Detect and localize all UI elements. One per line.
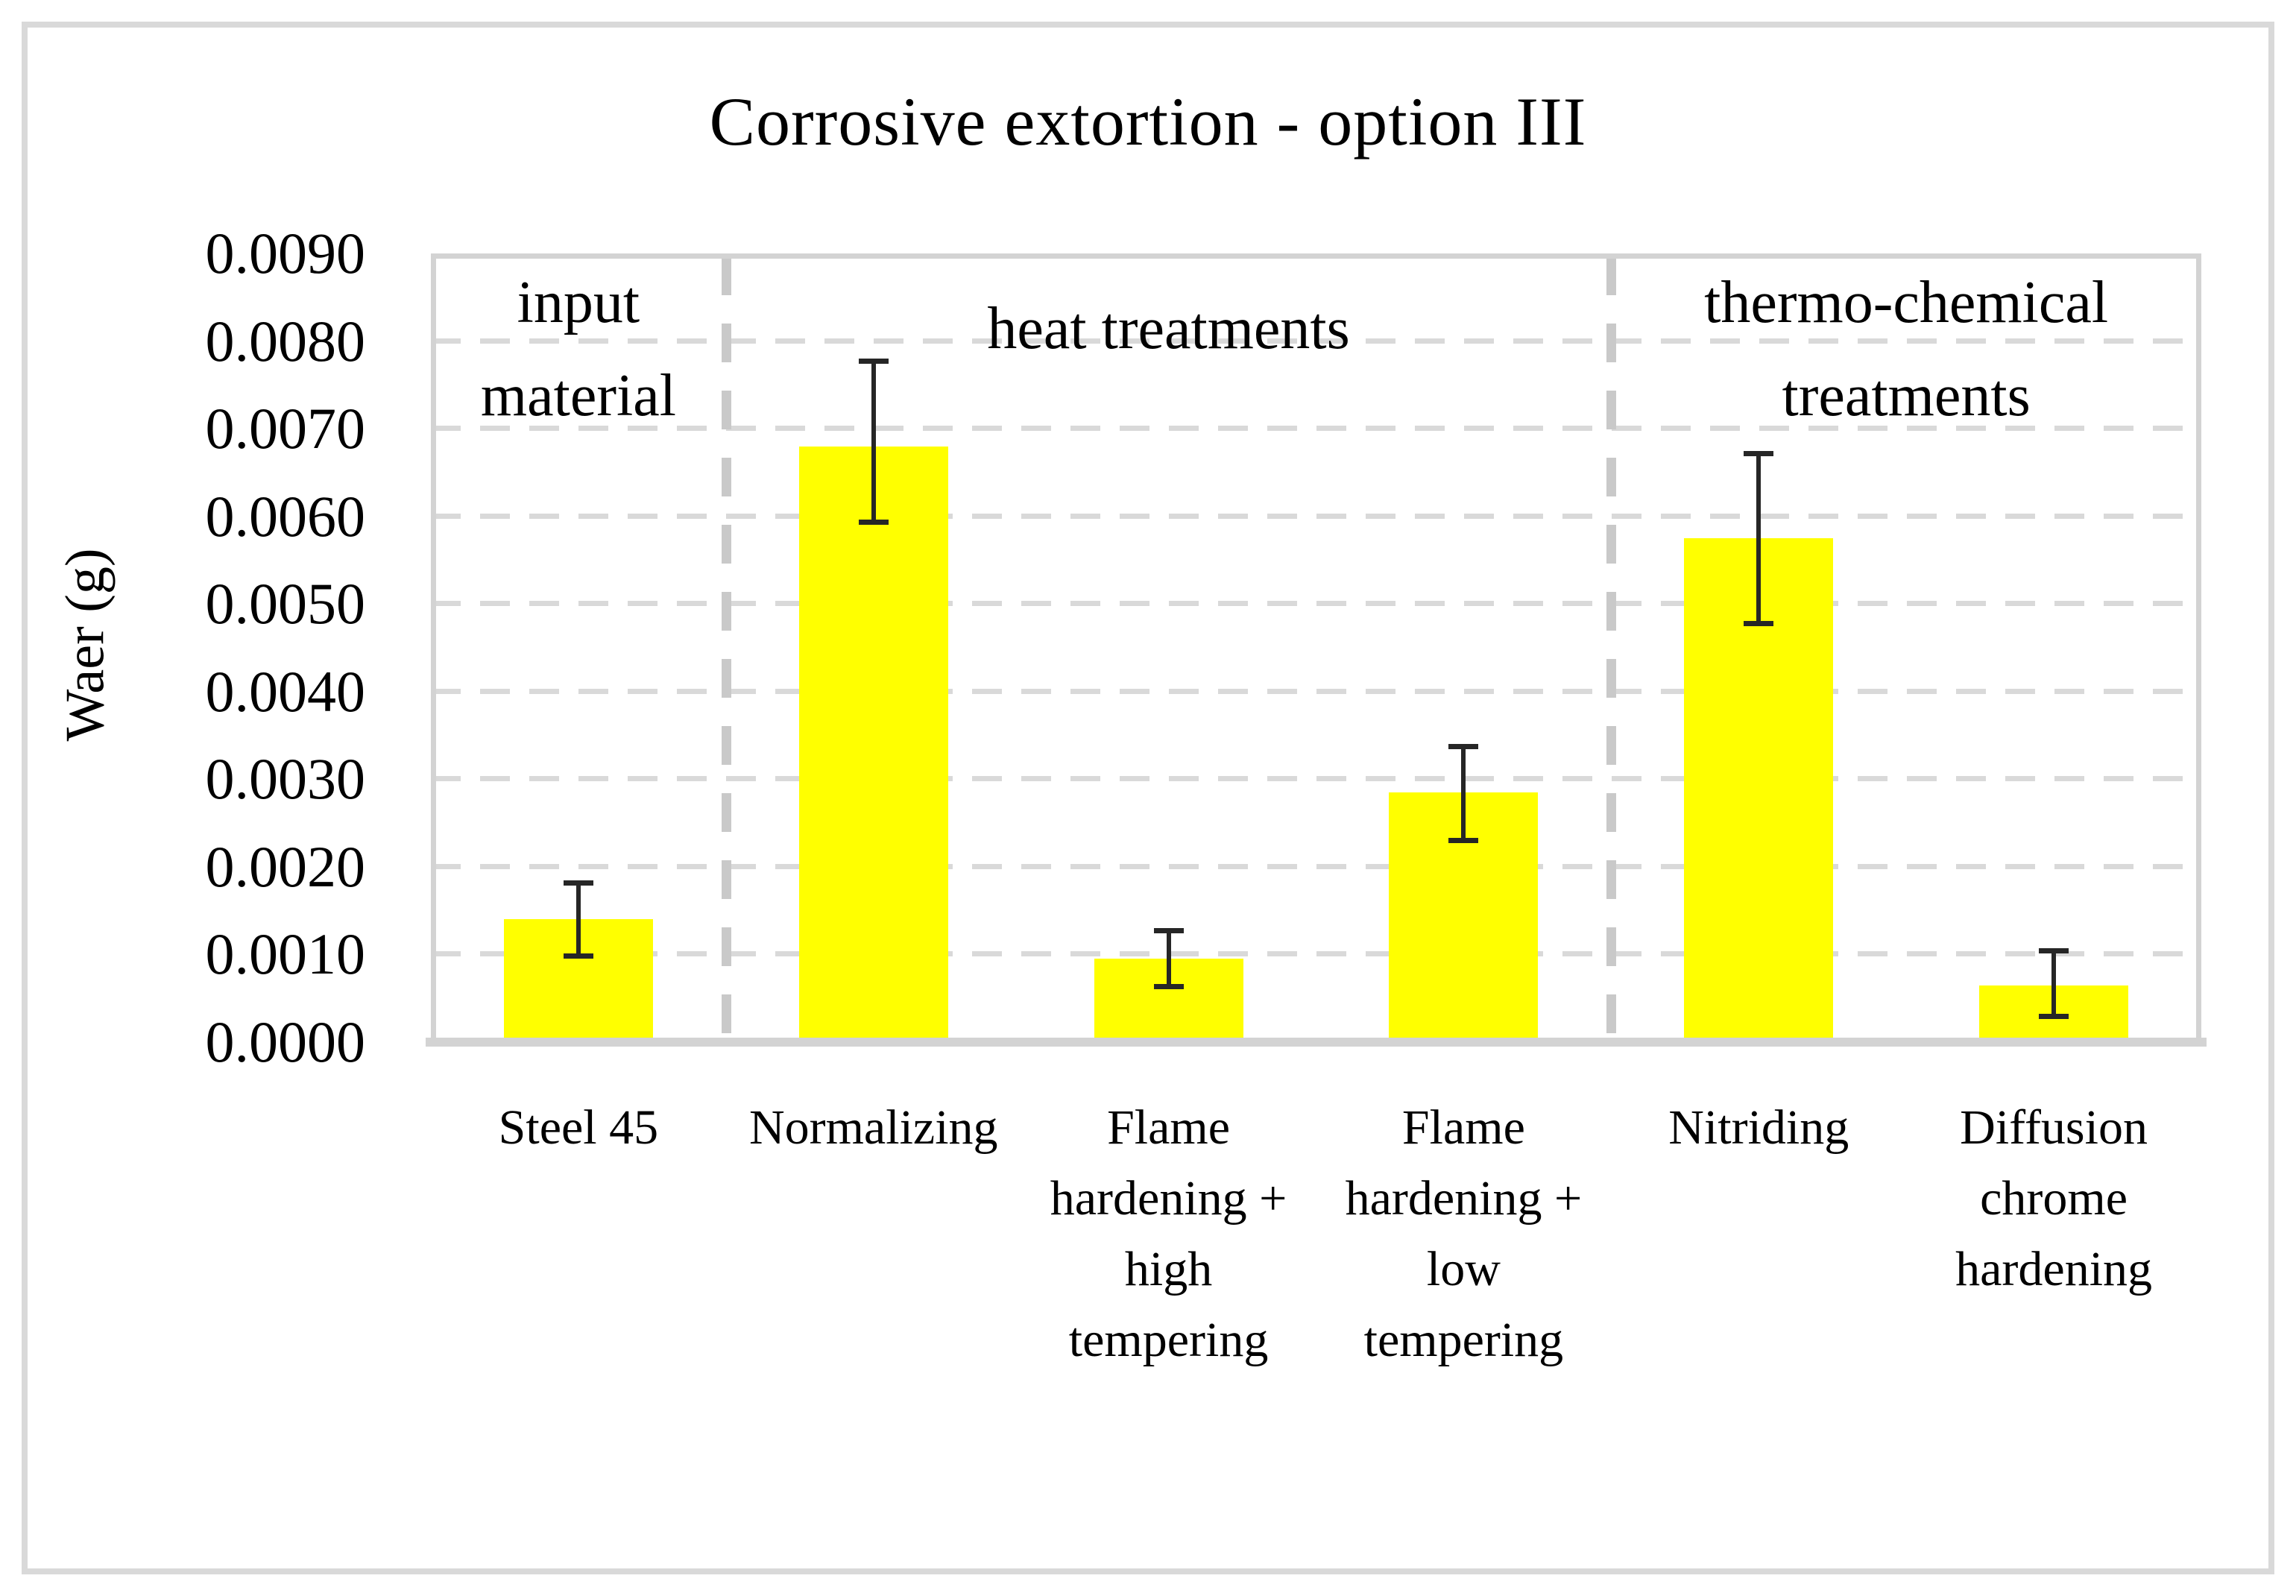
error-bar-cap-bottom xyxy=(2039,1014,2069,1020)
category-label: Flame hardening + high tempering xyxy=(1012,1092,1325,1375)
error-bar-cap-bottom xyxy=(858,520,889,526)
section-label: heat treatments xyxy=(987,296,1350,362)
category-label-line: low xyxy=(1426,1242,1501,1296)
category-label-line: Flame xyxy=(1107,1100,1231,1155)
section-label: treatments xyxy=(1782,363,2031,429)
category-label-line: Steel 45 xyxy=(498,1100,659,1155)
category-label-line: hardening + xyxy=(1345,1171,1583,1226)
chart-title: Corrosive extortion - option III xyxy=(709,83,1587,160)
x-axis-line xyxy=(426,1038,2207,1047)
section-divider xyxy=(721,256,731,1042)
error-bar-cap-bottom xyxy=(1153,984,1184,990)
category-label: Diffusion chrome hardening xyxy=(1897,1092,2210,1305)
error-bar xyxy=(858,359,889,526)
y-tick-label: 0.0090 xyxy=(205,221,366,286)
error-bar-cap-top xyxy=(1448,744,1479,750)
gridline xyxy=(431,601,2201,607)
section-label: thermo-chemical xyxy=(1704,270,2109,335)
figure-border xyxy=(22,22,2274,1574)
category-label-line: tempering xyxy=(1363,1313,1564,1367)
y-tick-label: 0.0060 xyxy=(205,483,366,549)
gridline xyxy=(431,338,2201,344)
error-bar-cap-top xyxy=(563,880,593,886)
y-tick-label: 0.0070 xyxy=(205,396,366,461)
y-tick-label: 0.0000 xyxy=(205,1009,366,1074)
error-bar-cap-bottom xyxy=(1448,838,1479,844)
error-bar xyxy=(563,880,593,959)
category-label-line: Diffusion xyxy=(1960,1100,2148,1155)
error-bar xyxy=(1153,928,1184,990)
y-tick-label: 0.0010 xyxy=(205,921,366,987)
section-label: material xyxy=(480,363,676,429)
plot-area xyxy=(426,253,2207,1047)
y-tick-label: 0.0020 xyxy=(205,833,366,899)
error-bar-cap-top xyxy=(858,359,889,365)
category-label-line: high xyxy=(1124,1242,1213,1296)
y-tick-label: 0.0050 xyxy=(205,571,366,637)
y-tick-label: 0.0080 xyxy=(205,308,366,373)
error-bar-cap-bottom xyxy=(1744,620,1774,626)
error-bar-line xyxy=(1461,744,1466,844)
category-label: Flame hardening + low tempering xyxy=(1307,1092,1620,1375)
gridline xyxy=(431,513,2201,519)
gridline xyxy=(431,426,2201,432)
error-bar-line xyxy=(1756,450,1762,626)
error-bar-cap-top xyxy=(2039,948,2069,954)
section-label: input xyxy=(517,270,640,335)
section-divider xyxy=(1606,256,1617,1042)
category-label-line: tempering xyxy=(1068,1313,1269,1367)
error-bar-line xyxy=(1166,928,1171,990)
error-bar-line xyxy=(2051,948,2057,1020)
gridline xyxy=(431,951,2201,957)
error-bar-line xyxy=(575,880,581,959)
error-bar-cap-top xyxy=(1153,928,1184,934)
category-label: Steel 45 xyxy=(422,1092,735,1163)
gridline xyxy=(431,863,2201,869)
category-label-line: Flame xyxy=(1401,1100,1525,1155)
error-bar-cap-bottom xyxy=(563,953,593,959)
bar xyxy=(798,446,948,1042)
error-bar-line xyxy=(871,359,876,526)
error-bar xyxy=(1448,744,1479,844)
error-bar-cap-top xyxy=(1744,450,1774,456)
category-label-line: hardening xyxy=(1955,1242,2153,1296)
category-label-line: chrome xyxy=(1980,1171,2128,1226)
category-label: Normalizing xyxy=(717,1092,1030,1163)
category-label-line: hardening + xyxy=(1050,1171,1287,1226)
error-bar xyxy=(2039,948,2069,1020)
error-bar xyxy=(1744,450,1774,626)
category-label: Nitriding xyxy=(1602,1092,1915,1163)
y-tick-label: 0.0040 xyxy=(205,658,366,724)
y-tick-label: 0.0030 xyxy=(205,746,366,812)
gridline xyxy=(431,776,2201,782)
gridline xyxy=(431,688,2201,694)
category-label-line: Normalizing xyxy=(748,1100,998,1155)
category-label-line: Nitriding xyxy=(1668,1100,1849,1155)
